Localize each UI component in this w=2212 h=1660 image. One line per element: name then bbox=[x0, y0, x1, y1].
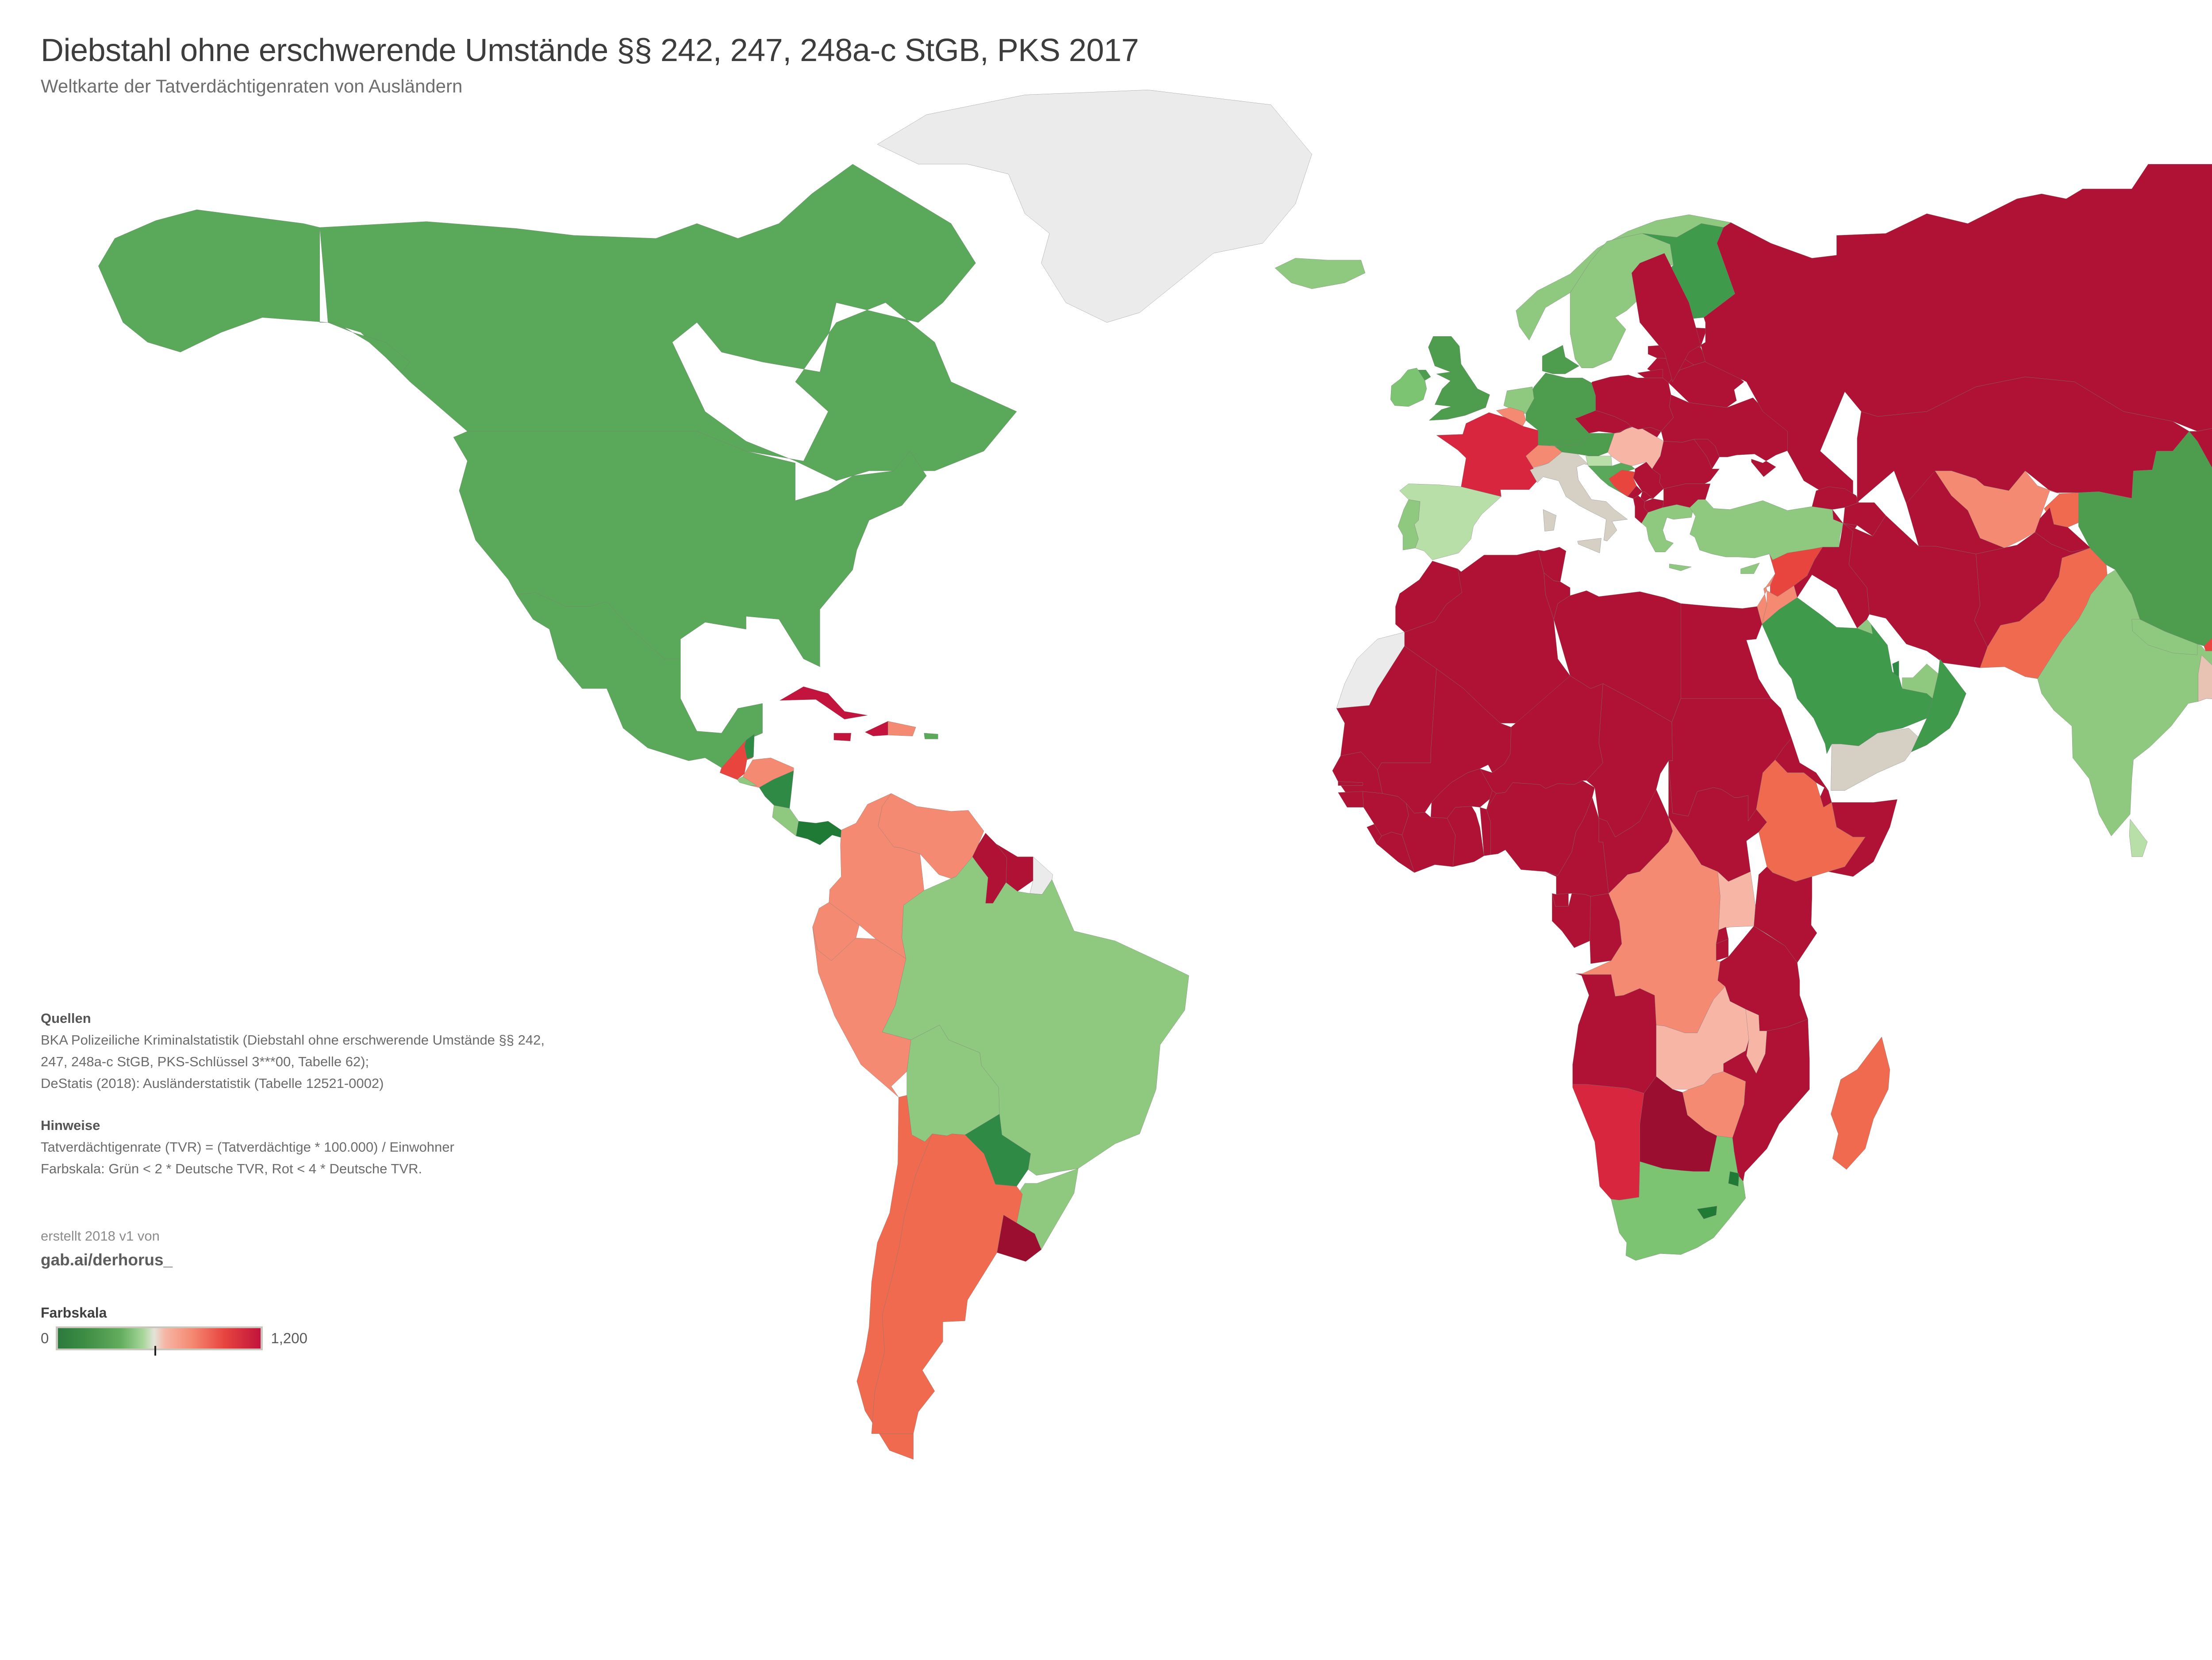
country-lesotho[interactable] bbox=[1697, 1206, 1717, 1219]
sources-line-2: 247, 248a-c StGB, PKS-Schlüssel 3***00, … bbox=[41, 1053, 369, 1069]
world-choropleth-map[interactable] bbox=[0, 84, 2212, 1491]
country-mongolia[interactable] bbox=[2189, 416, 2212, 499]
page-subtitle: Weltkarte der Tatverdächtigenraten von A… bbox=[41, 76, 463, 96]
country-georgia[interactable] bbox=[1812, 487, 1859, 509]
legend-title: Farbskala bbox=[41, 1305, 107, 1321]
color-scale-legend: Farbskala 0 1,200 bbox=[41, 1304, 307, 1356]
hints-heading: Hinweise bbox=[41, 1117, 100, 1133]
legend-row: 0 1,200 bbox=[41, 1326, 307, 1356]
country-bhutan[interactable] bbox=[2204, 636, 2212, 651]
country-russia[interactable] bbox=[1632, 149, 2212, 510]
country-pakistan[interactable] bbox=[1980, 548, 2107, 679]
legend-tick-marker bbox=[154, 1346, 156, 1356]
country-united-arab-emirates[interactable] bbox=[1902, 664, 1939, 698]
legend-gradient-fill bbox=[58, 1328, 261, 1349]
country-mexico[interactable] bbox=[517, 592, 763, 768]
country-liberia[interactable] bbox=[1377, 832, 1414, 873]
country-namibia[interactable] bbox=[1573, 1084, 1644, 1200]
country-qatar[interactable] bbox=[1892, 661, 1899, 677]
credit-block: erstellt 2018 v1 von gab.ai/derhorus_ bbox=[41, 1226, 173, 1272]
country-el-salvador[interactable] bbox=[737, 776, 757, 785]
country-montenegro[interactable] bbox=[1628, 486, 1642, 499]
hints-line-2: Farbskala: Grün < 2 * Deutsche TVR, Rot … bbox=[41, 1160, 422, 1176]
country-sri-lanka[interactable] bbox=[2129, 819, 2147, 857]
country-haiti[interactable] bbox=[865, 721, 888, 736]
country-panama[interactable] bbox=[796, 821, 843, 845]
sources-line-1: BKA Polizeiliche Kriminalstatistik (Dieb… bbox=[41, 1032, 545, 1048]
country-denmark[interactable] bbox=[1542, 345, 1579, 374]
country-somalia[interactable] bbox=[1828, 799, 1897, 876]
country-oman[interactable] bbox=[1911, 659, 1966, 752]
sources-heading: Quellen bbox=[41, 1011, 91, 1026]
country-gambia[interactable] bbox=[1338, 782, 1363, 786]
country-belize[interactable] bbox=[745, 734, 754, 759]
page-title: Diebstahl ohne erschwerende Umstände §§ … bbox=[41, 33, 1139, 68]
legend-min-label: 0 bbox=[41, 1330, 49, 1347]
page-header: Diebstahl ohne erschwerende Umstände §§ … bbox=[41, 35, 1139, 96]
country-uruguay[interactable] bbox=[997, 1215, 1041, 1261]
country-madagascar[interactable] bbox=[1831, 1037, 1890, 1170]
country-egypt[interactable] bbox=[1681, 603, 1771, 699]
country-italy[interactable] bbox=[1530, 452, 1628, 553]
country-china[interactable] bbox=[2078, 387, 2212, 716]
country-costa-rica[interactable] bbox=[772, 805, 799, 836]
credit-created: erstellt 2018 v1 von bbox=[41, 1228, 160, 1244]
sources-line-3: DeStatis (2018): Ausländerstatistik (Tab… bbox=[41, 1075, 384, 1091]
country-cuba[interactable] bbox=[780, 687, 868, 719]
country-greece[interactable] bbox=[1635, 504, 1694, 571]
country-guinea-bissau[interactable] bbox=[1338, 792, 1363, 807]
country-albania[interactable] bbox=[1633, 496, 1648, 523]
country-ireland[interactable] bbox=[1390, 368, 1427, 407]
country-kuwait[interactable] bbox=[1857, 619, 1873, 634]
country-argentina[interactable] bbox=[872, 1134, 1022, 1434]
country-bangladesh[interactable] bbox=[2198, 655, 2212, 701]
country-dominican-republic[interactable] bbox=[888, 721, 916, 736]
notes-spacer bbox=[41, 1095, 793, 1115]
country-nicaragua[interactable] bbox=[759, 771, 794, 808]
country-puerto-rico[interactable] bbox=[924, 733, 938, 739]
country-slovenia[interactable] bbox=[1586, 456, 1612, 466]
world-map-container[interactable] bbox=[0, 84, 2212, 1491]
hints-line-1: Tatverdächtigenrate (TVR) = (Tatverdächt… bbox=[41, 1139, 454, 1155]
country-uganda[interactable] bbox=[1718, 872, 1755, 930]
credit-author-handle[interactable]: gab.ai/derhorus_ bbox=[41, 1250, 173, 1269]
country-cyprus[interactable] bbox=[1741, 563, 1760, 574]
country-jamaica[interactable] bbox=[834, 733, 851, 741]
country-bosnia-and-herzegovina[interactable] bbox=[1609, 470, 1636, 496]
country-eswatini[interactable] bbox=[1728, 1172, 1739, 1187]
country-iceland[interactable] bbox=[1275, 258, 1365, 288]
legend-max-label: 1,200 bbox=[271, 1330, 307, 1347]
country-portugal[interactable] bbox=[1398, 500, 1420, 550]
footnotes-block: Quellen BKA Polizeiliche Kriminalstatist… bbox=[41, 1008, 793, 1180]
legend-gradient-bar[interactable] bbox=[56, 1326, 263, 1356]
country-canada[interactable] bbox=[320, 164, 1017, 481]
country-greenland[interactable] bbox=[877, 90, 1312, 323]
